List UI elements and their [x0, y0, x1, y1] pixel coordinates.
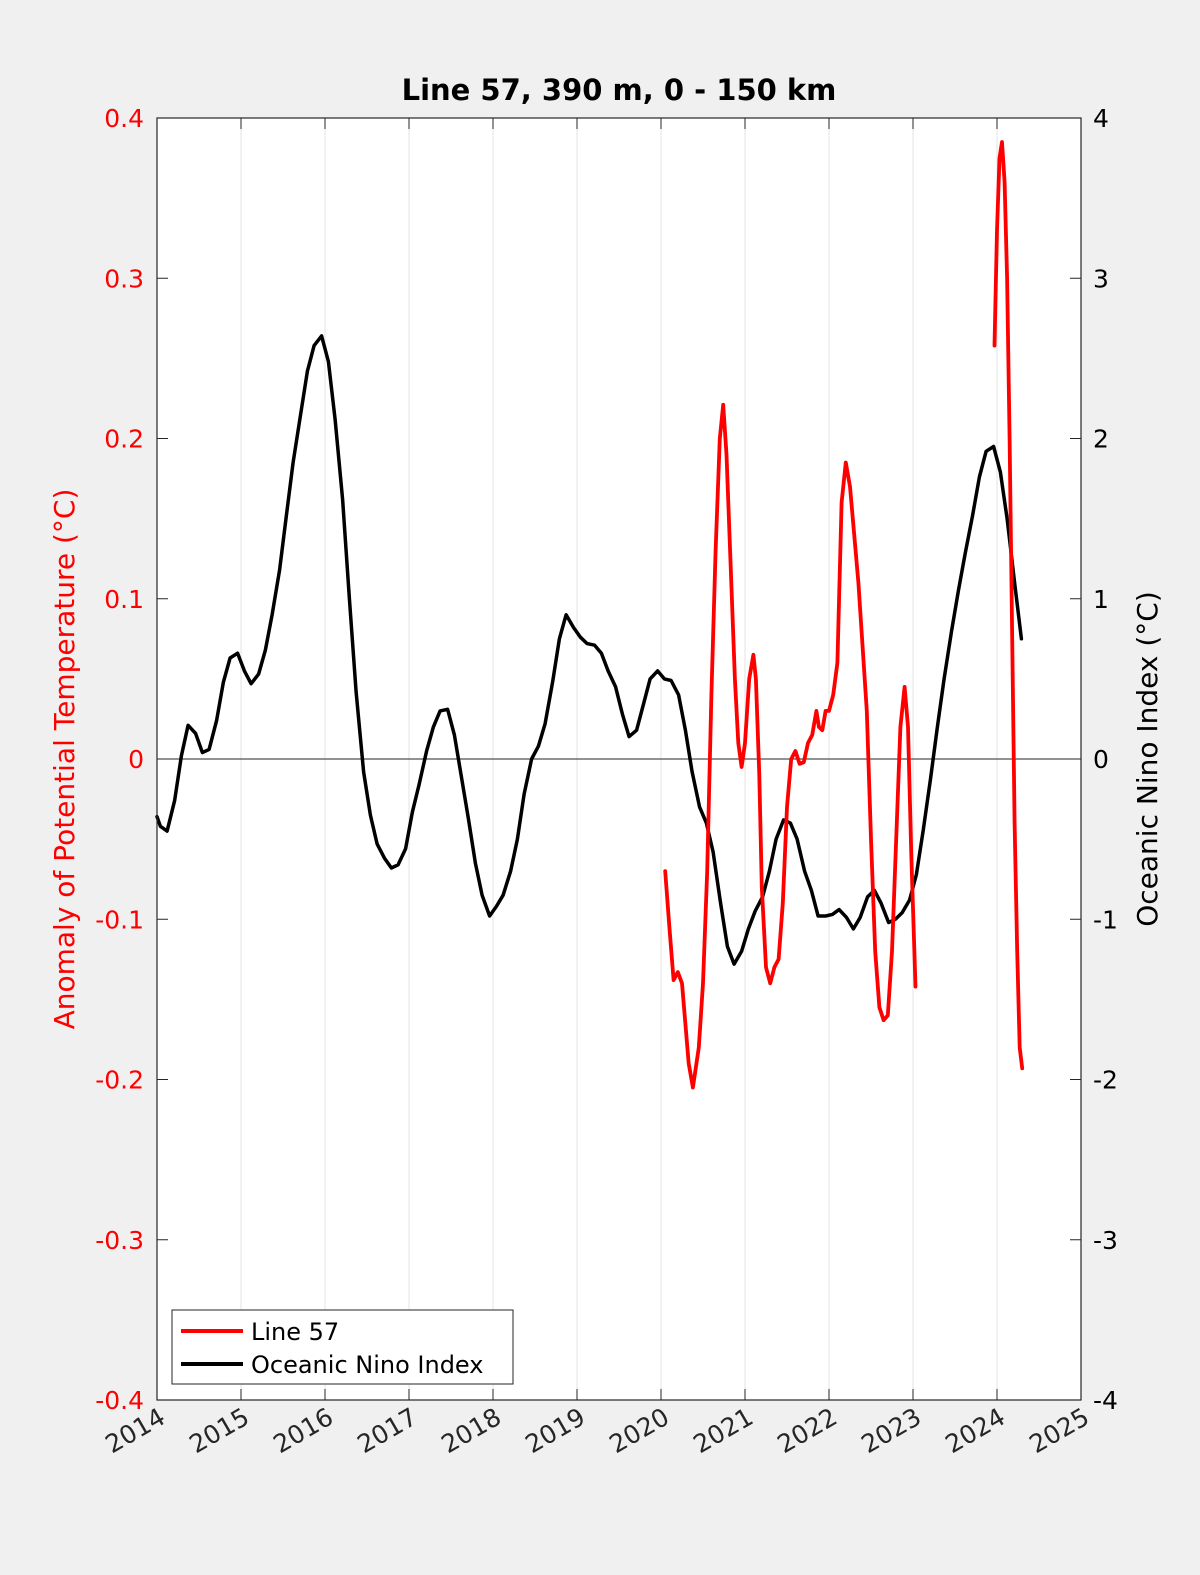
series-layer — [155, 140, 1025, 1090]
x-tick-label: 2024 — [940, 1402, 1010, 1459]
x-tick-label: 2016 — [268, 1402, 338, 1459]
legend-label-oni: Oceanic Nino Index — [251, 1351, 483, 1379]
x-tick-label: 2017 — [352, 1402, 422, 1459]
legend-label-line57: Line 57 — [251, 1318, 339, 1346]
y-right-tick-label: 1 — [1093, 585, 1109, 614]
x-tick-label: 2023 — [856, 1402, 926, 1459]
x-tick-label: 2022 — [772, 1402, 842, 1459]
oni-series-line — [155, 334, 1024, 966]
line57-series-line — [992, 140, 1025, 1071]
y-left-tick-label: 0 — [128, 745, 144, 774]
y-left-tick-label: 0.4 — [104, 104, 144, 133]
y-right-tick-label: 0 — [1093, 745, 1109, 774]
y-axis-left-label: Anomaly of Potential Temperature (°C) — [48, 489, 81, 1030]
y-right-tick-label: -3 — [1093, 1226, 1118, 1255]
x-tick-label: 2020 — [604, 1402, 674, 1459]
y-right-tick-label: -2 — [1093, 1066, 1118, 1095]
legend-box — [171, 1309, 514, 1385]
y-right-tick-label: 2 — [1093, 425, 1109, 454]
y-right-tick-label: -1 — [1093, 905, 1118, 934]
y-left-tick-label: 0.1 — [104, 585, 144, 614]
x-tick-label: 2015 — [184, 1402, 254, 1459]
y-left-tick-label: -0.4 — [95, 1386, 144, 1415]
x-tick-label: 2021 — [688, 1402, 758, 1459]
y-right-tick-label: 4 — [1093, 104, 1109, 133]
y-left-tick-label: 0.3 — [104, 264, 144, 293]
y-left-tick-label: 0.2 — [104, 425, 144, 454]
chart-title: Line 57, 390 m, 0 - 150 km — [402, 73, 837, 107]
y-right-tick-label: -4 — [1093, 1386, 1118, 1415]
x-tick-label: 2025 — [1024, 1402, 1094, 1459]
y-left-tick-label: -0.3 — [95, 1226, 144, 1255]
legend: Line 57 Oceanic Nino Index — [171, 1309, 514, 1385]
x-tick-label: 2018 — [436, 1402, 506, 1459]
x-tick-label: 2019 — [520, 1402, 590, 1459]
line57-series-line — [663, 402, 918, 1090]
y-left-tick-label: -0.1 — [95, 905, 144, 934]
y-left-tick-label: -0.2 — [95, 1066, 144, 1095]
y-right-tick-label: 3 — [1093, 264, 1109, 293]
y-axis-right-label: Oceanic Nino Index (°C) — [1131, 591, 1164, 927]
